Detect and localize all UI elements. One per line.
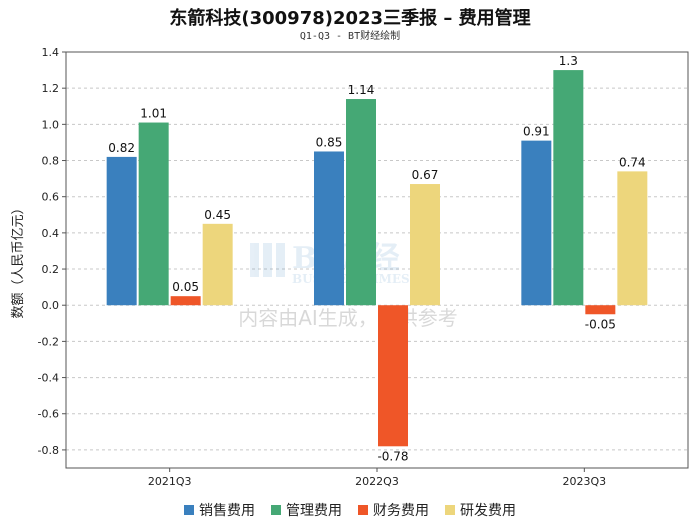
legend-label: 销售费用: [199, 503, 255, 519]
y-tick-label: 0.8: [42, 155, 60, 168]
bar: [138, 122, 169, 306]
bar: [106, 156, 137, 306]
y-axis-label: 数额（人民币亿元）: [11, 201, 26, 318]
legend-swatch: [184, 505, 194, 515]
bar: [617, 171, 648, 306]
bar-value-label: 0.74: [619, 155, 646, 169]
bar: [170, 296, 201, 306]
legend-label: 管理费用: [286, 503, 342, 519]
legend-swatch: [358, 505, 368, 515]
bar-value-label: 0.91: [523, 125, 550, 139]
y-tick-label: 1.0: [42, 118, 60, 131]
bar-value-label: 0.82: [108, 141, 135, 155]
watermark-logo-bar: [276, 243, 285, 277]
y-tick-label: -0.2: [38, 335, 59, 348]
y-tick-label: 0.4: [42, 227, 60, 240]
y-tick-label: 1.2: [42, 82, 60, 95]
x-tick-label: 2023Q3: [563, 475, 607, 488]
legend-item: 研发费用: [445, 500, 516, 520]
y-tick-label: 0.2: [42, 263, 60, 276]
legend-label: 财务费用: [373, 503, 429, 519]
watermark-brand: BT财经: [292, 241, 400, 276]
watermark-disclaimer: 内容由AI生成，仅供参考: [238, 306, 458, 330]
bar-value-label: 1.3: [559, 54, 578, 68]
axes: 1.4 1.2 1.0 0.8 0.6 0.4 0.2 0.0 -0.2 -0.4 -0.6 -0.8…: [38, 46, 689, 488]
bar: [585, 305, 616, 315]
x-tick-label: 2022Q3: [355, 475, 399, 488]
bars: [106, 70, 648, 447]
y-tick-label: 0.0: [42, 299, 60, 312]
bar: [553, 70, 584, 306]
legend-label: 研发费用: [460, 503, 516, 519]
legend-swatch: [271, 505, 281, 515]
data-labels: 0.82 1.01 0.05 0.45 0.85 1.14 -0.78 0.67 0.91 1.3…: [108, 54, 645, 463]
legend-item: 管理费用: [271, 500, 342, 520]
legend-swatch: [445, 505, 455, 515]
bar-value-label: -0.78: [377, 449, 408, 463]
watermark: BT财经 BUSINESSTIMES: [250, 241, 410, 286]
y-tick-label: -0.6: [38, 408, 59, 421]
bar-value-label: 0.85: [316, 135, 343, 149]
x-tick-label: 2021Q3: [148, 475, 192, 488]
bar-value-label: -0.05: [585, 317, 616, 331]
y-tick-label: -0.4: [38, 372, 59, 385]
chart-title: 东箭科技(300978)2023三季报 – 费用管理: [169, 8, 531, 29]
bar: [378, 305, 408, 447]
legend-item: 销售费用: [184, 500, 255, 520]
watermark-logo-bar: [250, 243, 259, 277]
chart-subtitle: Q1-Q3 - BT财经绘制: [299, 31, 401, 42]
bar-value-label: 0.05: [172, 280, 199, 294]
bar-value-label: 1.01: [140, 107, 167, 121]
bar: [410, 184, 440, 306]
y-tick-label: -0.8: [38, 444, 59, 457]
bar: [346, 99, 376, 306]
bar-value-label: 1.14: [348, 83, 375, 97]
bar: [202, 223, 233, 306]
bar-value-label: 0.67: [412, 168, 439, 182]
bar: [314, 151, 344, 306]
legend-item: 财务费用: [358, 500, 429, 520]
bar-value-label: 0.45: [204, 208, 231, 222]
bar: [521, 140, 552, 306]
watermark-logo-bar: [263, 243, 272, 277]
y-tick-label: 0.6: [42, 191, 60, 204]
y-tick-label: 1.4: [42, 46, 60, 59]
legend: 销售费用 管理费用 财务费用 研发费用: [0, 500, 700, 520]
